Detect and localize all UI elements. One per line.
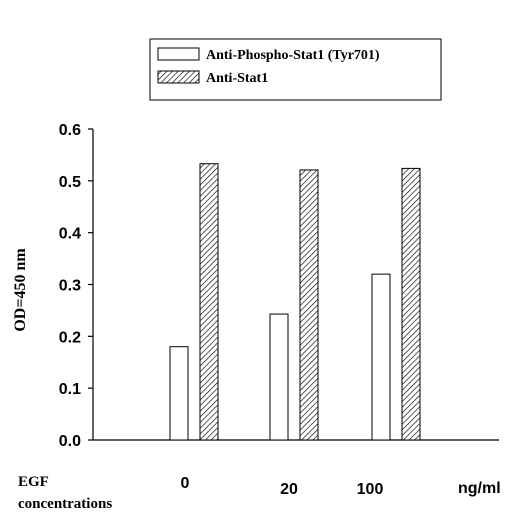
bar-phospho-0 [169, 346, 189, 441]
x-tick-label-100: 100 [357, 481, 384, 498]
legend-label-stat1: Anti-Stat1 [206, 71, 268, 86]
y-tick-label: 0.4 [59, 226, 81, 243]
axes: 0.0 0.1 0.2 0.3 0.4 0.5 0.6 [59, 122, 499, 450]
y-tick-label: 0.0 [59, 433, 81, 450]
y-tick-label: 0.5 [59, 174, 81, 191]
bar-stat1-100 [401, 167, 421, 441]
x-label-unit: ng/ml [458, 480, 501, 497]
y-tick-label: 0.3 [59, 278, 81, 295]
x-label-egf: EGF [18, 474, 49, 490]
x-tick-label-0: 0 [181, 475, 190, 492]
bar-phospho-100 [371, 273, 391, 441]
bar-stat1-0 [199, 163, 219, 441]
y-tick-label: 0.6 [59, 122, 81, 139]
y-tick-label: 0.1 [59, 381, 81, 398]
x-tick-label-20: 20 [280, 481, 298, 498]
x-tick-labels: 0 20 100 [181, 475, 384, 498]
bars [169, 163, 421, 441]
x-label-concentrations: concentrations [18, 496, 112, 512]
legend-swatch-hatched [157, 70, 200, 84]
bar-phospho-20 [269, 313, 289, 441]
y-axis-label: OD=450 nm [12, 248, 29, 332]
legend: Anti-Phospho-Stat1 (Tyr701) Anti-Stat1 [149, 38, 442, 101]
y-tick-label: 0.2 [59, 329, 81, 346]
bar-stat1-20 [299, 169, 319, 441]
legend-swatch-open [157, 47, 200, 61]
legend-label-phospho: Anti-Phospho-Stat1 (Tyr701) [206, 48, 380, 63]
